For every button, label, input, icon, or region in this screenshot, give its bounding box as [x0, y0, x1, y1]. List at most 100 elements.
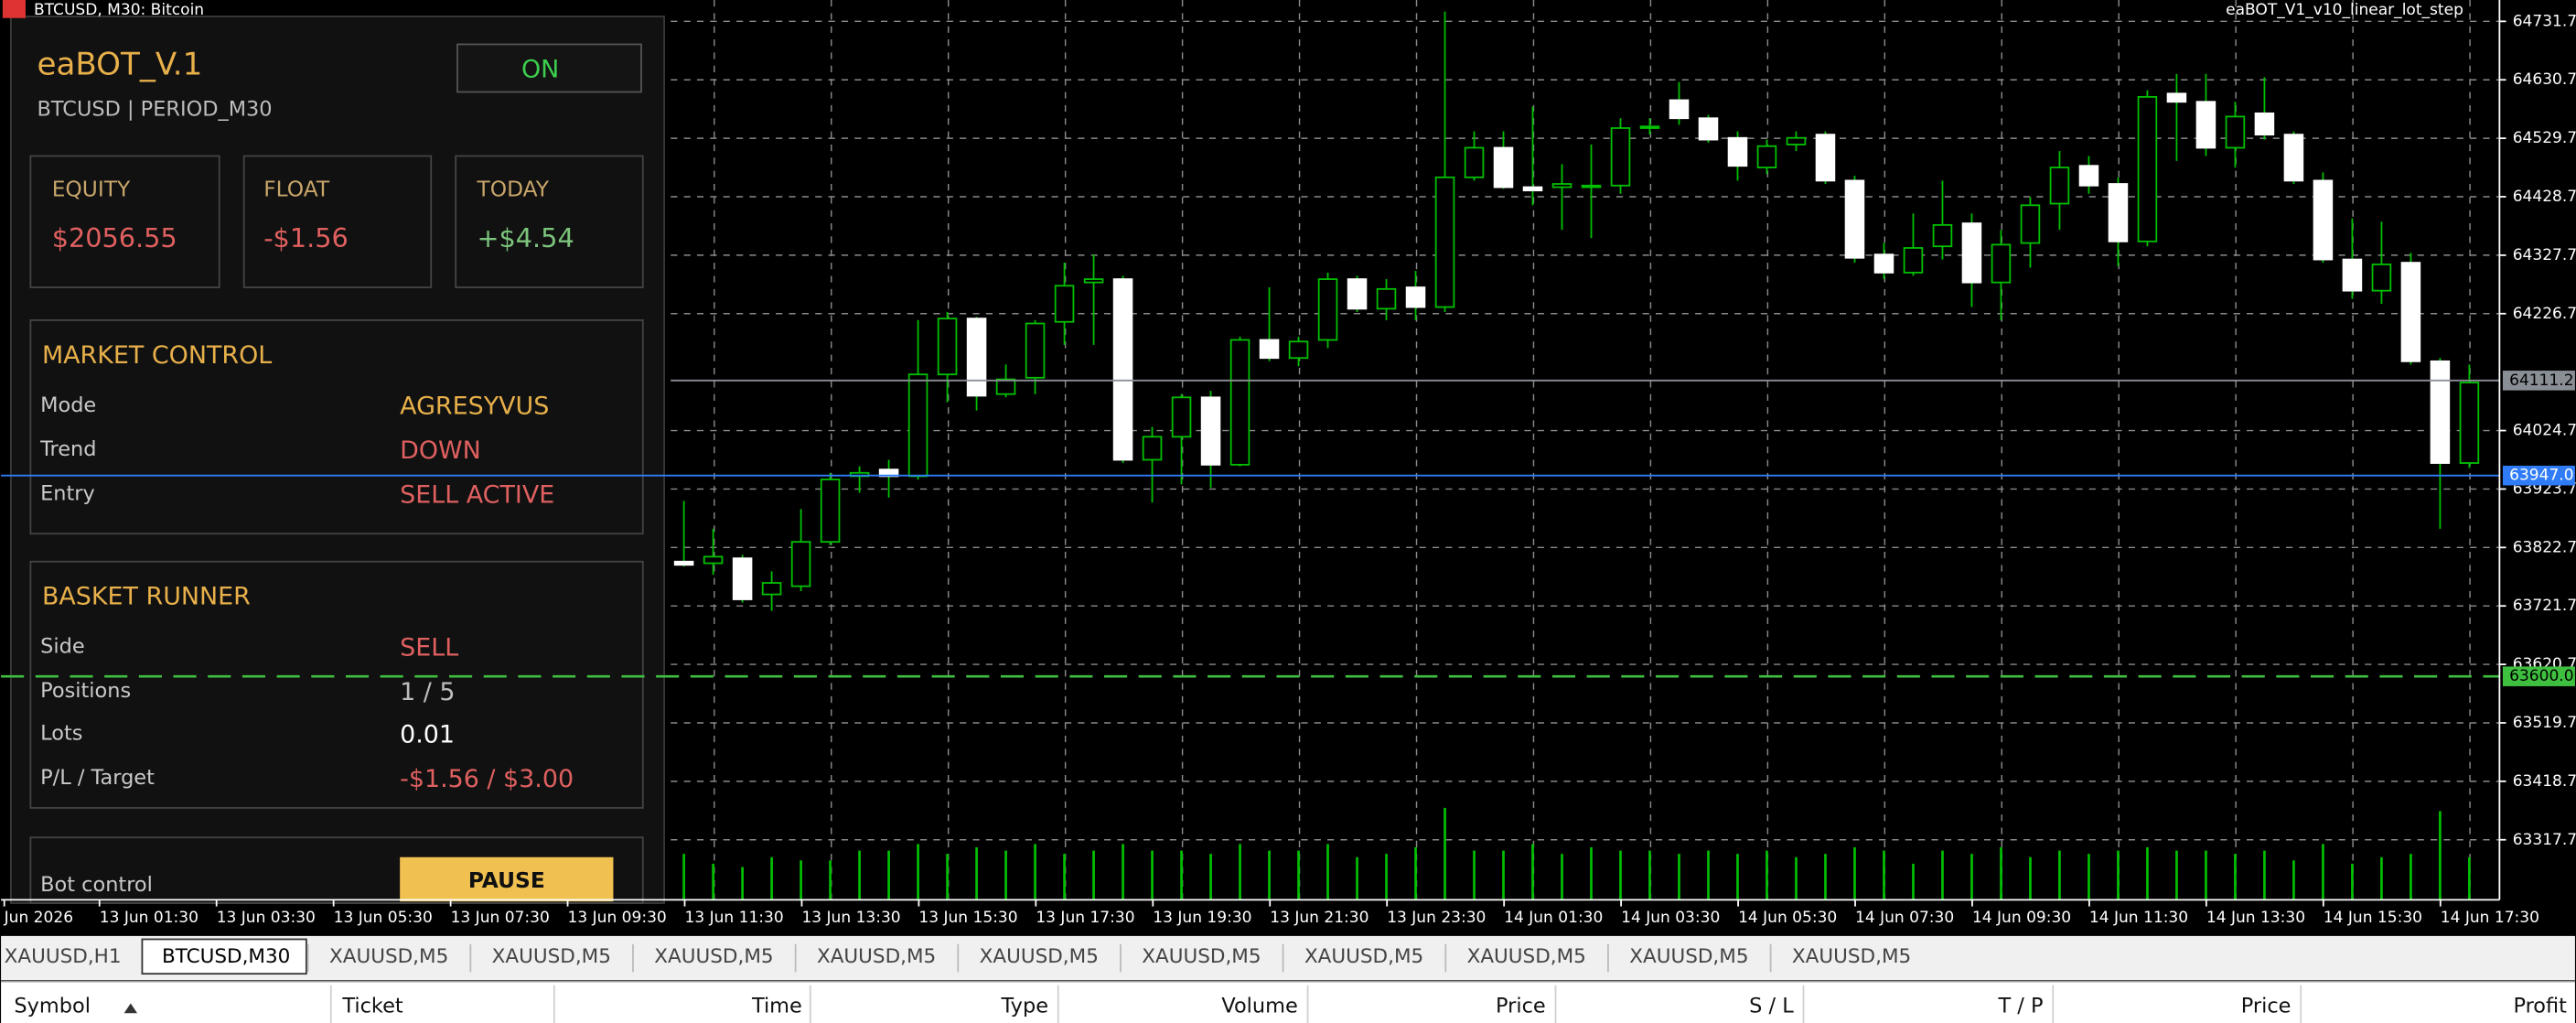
stat-box	[242, 155, 433, 288]
y-tick-label: 63519.7	[2513, 714, 2576, 732]
x-tick-label: 13 Jun 13:30	[801, 909, 900, 927]
x-tick-label: 14 Jun 15:30	[2324, 909, 2422, 927]
candle-body	[1405, 286, 1426, 308]
x-tick-label: 13 Jun 15:30	[918, 909, 1017, 927]
price-line-label-box	[2502, 465, 2575, 486]
candle-body	[1727, 136, 1748, 167]
candle-body	[1259, 339, 1280, 360]
candle-body	[2166, 92, 2187, 103]
candle-body	[995, 378, 1016, 395]
row-label: Trend	[39, 437, 96, 461]
column-header[interactable]: Type	[1000, 995, 1048, 1018]
price-line-label: 63947.0	[2509, 467, 2573, 485]
tab-strip	[1, 935, 2575, 981]
candle-body	[1991, 243, 2012, 284]
x-tick-label: 13 Jun 23:30	[1387, 909, 1486, 927]
tab[interactable]: XAUUSD,M5	[1629, 945, 1748, 968]
stat-value: -$1.56	[263, 222, 349, 253]
y-tick-label: 64024.7	[2513, 422, 2576, 440]
candle-body	[2137, 95, 2158, 242]
x-tick-label: Jun 2026	[4, 909, 73, 927]
candle-body	[2430, 360, 2451, 464]
tab[interactable]: XAUUSD,M5	[654, 945, 773, 968]
candle-body	[966, 318, 987, 397]
candle-body	[1434, 176, 1455, 308]
column-header[interactable]: S / L	[1749, 995, 1794, 1018]
y-tick-label: 64327.7	[2513, 246, 2576, 264]
stat-box	[29, 155, 220, 288]
row-value: SELL	[400, 633, 458, 662]
candle-body	[2400, 262, 2421, 362]
column-header[interactable]: Volume	[1221, 995, 1297, 1018]
tab[interactable]: XAUUSD,M5	[1792, 945, 1911, 968]
candle-body	[1054, 285, 1075, 323]
candle-body	[1698, 117, 1719, 141]
x-tick-label: 13 Jun 09:30	[568, 909, 667, 927]
candle-body	[1229, 339, 1250, 466]
row-label: Lots	[40, 722, 82, 746]
candle-body	[1932, 223, 1953, 248]
x-tick-label: 13 Jun 01:30	[100, 909, 199, 927]
panel-background	[9, 16, 665, 904]
x-tick-label: 13 Jun 21:30	[1270, 909, 1368, 927]
tab[interactable]: XAUUSD,M5	[1142, 945, 1261, 968]
candle-body	[2283, 134, 2304, 182]
candle-body	[820, 479, 841, 544]
candle-body	[1171, 396, 1192, 438]
row-label: P/L / Target	[40, 766, 155, 790]
column-header[interactable]: Time	[751, 995, 802, 1018]
active-tab[interactable]	[141, 938, 307, 975]
stat-label: FLOAT	[263, 178, 330, 202]
candle-body	[1903, 247, 1924, 274]
candle-body	[761, 582, 782, 596]
tab[interactable]: XAUUSD,M5	[817, 945, 936, 968]
row-value: 1 / 5	[400, 678, 455, 706]
row-label: Mode	[40, 393, 96, 417]
table-header	[1, 982, 2575, 1023]
y-tick-label: 63822.7	[2513, 538, 2576, 556]
tab[interactable]: XAUUSD,H1	[5, 945, 122, 968]
candle-body	[1317, 278, 1338, 341]
candle-body	[2078, 165, 2099, 187]
ea-panel: eaBOT_V.1 BTCUSD | PERIOD_M30 ON EQUITY …	[9, 16, 665, 904]
row-label: Side	[40, 635, 85, 659]
x-tick-label: 14 Jun 01:30	[1504, 909, 1603, 927]
tab[interactable]: XAUUSD,M5	[980, 945, 1099, 968]
column-header[interactable]: Price	[2241, 995, 2292, 1018]
status-box[interactable]	[456, 43, 642, 93]
candle-body	[2459, 382, 2480, 464]
tab[interactable]: XAUUSD,M5	[1467, 945, 1586, 968]
column-header[interactable]: Ticket	[341, 995, 403, 1018]
x-tick-label: 13 Jun 17:30	[1036, 909, 1134, 927]
tab[interactable]: BTCUSD,M30	[162, 945, 290, 968]
x-tick-label: 14 Jun 03:30	[1621, 909, 1720, 927]
pause-button[interactable]	[400, 856, 614, 902]
y-tick-label: 63721.7	[2513, 597, 2576, 615]
panel-title: eaBOT_V.1	[38, 46, 203, 82]
candle-body	[1786, 136, 1807, 145]
candle-body	[2254, 112, 2275, 136]
column-header[interactable]: Price	[1496, 995, 1546, 1018]
x-tick-label: 13 Jun 11:30	[685, 909, 784, 927]
price-line-label-box	[2502, 666, 2575, 686]
candle-body	[1669, 99, 1690, 120]
candle-body	[1347, 278, 1368, 310]
candle-body	[1025, 322, 1046, 379]
column-header[interactable]: Profit	[2513, 995, 2567, 1018]
tab[interactable]: XAUUSD,M5	[1304, 945, 1423, 968]
candle-body	[1756, 145, 1777, 168]
tab[interactable]: XAUUSD,M5	[492, 945, 611, 968]
row-value: 0.01	[400, 720, 455, 748]
stat-label: EQUITY	[52, 178, 131, 202]
row-label: Bot control	[40, 873, 153, 897]
column-header[interactable]: Symbol	[14, 995, 91, 1018]
row-label: Entry	[40, 482, 95, 506]
tab[interactable]: XAUUSD,M5	[329, 945, 448, 968]
column-header[interactable]: T / P	[1997, 995, 2043, 1018]
expert-name: eaBOT_V1_v10_linear_lot_step	[2226, 1, 2463, 19]
candle-body	[907, 373, 928, 478]
candle-body	[2108, 183, 2129, 242]
candle-body	[1112, 278, 1133, 461]
candle-body	[2020, 204, 2041, 244]
